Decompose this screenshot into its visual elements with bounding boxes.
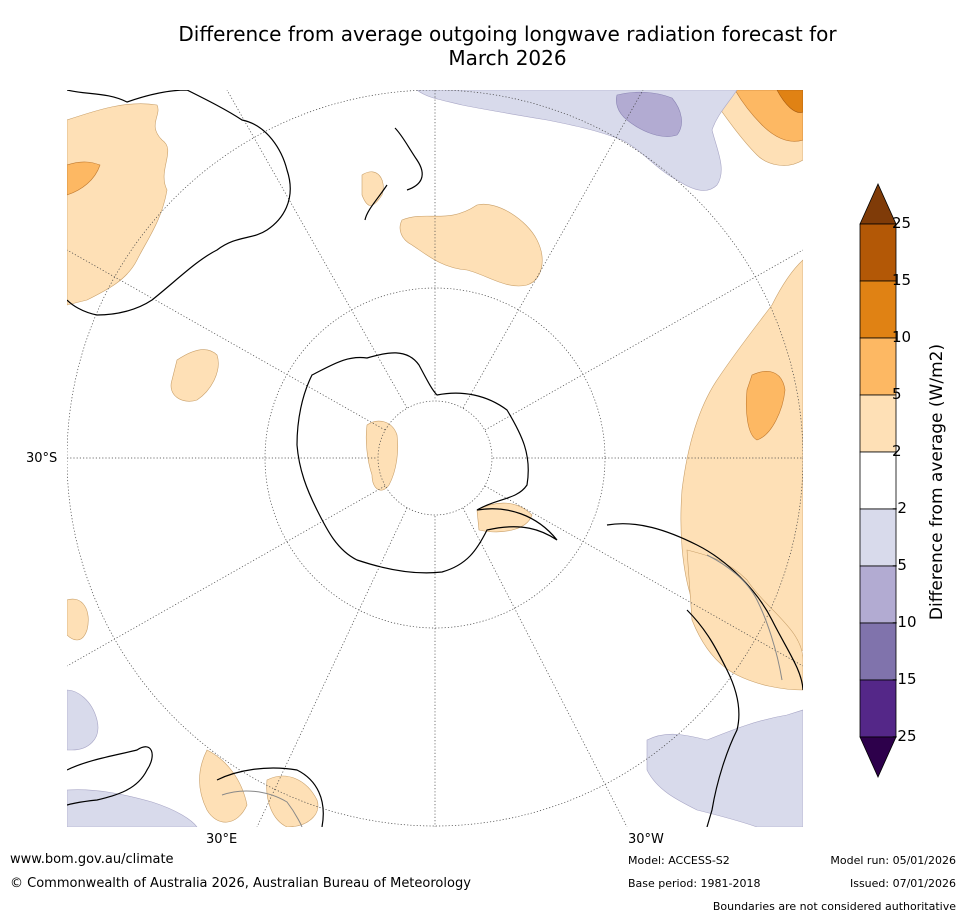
footer-issued: Issued: 07/01/2026 [849, 877, 956, 890]
meridian-30b [484, 249, 803, 431]
region-south-atlantic-neg [646, 709, 803, 827]
colorbar-block-b5_10 [859, 337, 897, 396]
meridian-30d [484, 485, 803, 667]
colorbar-tick-label: 25 [892, 214, 912, 232]
meridian-60a [226, 90, 408, 409]
region-australia-strong [67, 161, 101, 196]
colorbar-block-neutral [859, 451, 897, 510]
colorbar-over-triangle [859, 183, 897, 225]
polar-map[interactable] [67, 90, 803, 827]
colorbar-tick-label: -25 [892, 727, 917, 745]
coastlines [67, 90, 803, 827]
colorbar-block-m5_10 [859, 565, 897, 624]
colorbar-under-triangle [859, 736, 897, 778]
region-pacific-blob [399, 203, 543, 287]
title-line-1: Difference from average outgoing longwav… [178, 22, 837, 46]
coast-south-america [606, 523, 803, 827]
anomaly-mid-purple [616, 91, 682, 137]
region-antarctic-peninsula [365, 420, 399, 491]
title-line-2: March 2026 [448, 46, 567, 70]
coast-africa [67, 746, 324, 827]
region-nz-east [361, 171, 384, 206]
region-sw-neg [67, 689, 99, 751]
region-indian-blob [170, 349, 219, 402]
anomaly-dark-orange [776, 90, 803, 113]
colorbar-tick-label: 10 [892, 328, 912, 346]
boundary-africa [221, 790, 303, 827]
region-australia-ocean [67, 103, 169, 306]
colorbar-block-b2_5 [859, 394, 897, 453]
footer-model: Model: ACCESS-S2 [628, 854, 730, 867]
lat-circle-inner [377, 400, 493, 516]
region-weddell [476, 502, 533, 533]
colorbar-blocks [859, 183, 897, 778]
meridian-60b [462, 90, 644, 409]
coast-australia [67, 90, 291, 316]
region-africa-south [199, 749, 248, 823]
map-svg [67, 90, 803, 827]
colorbar-block-b15_25 [859, 223, 897, 282]
region-south-america-east [686, 549, 803, 691]
colorbar-tick-label: -2 [892, 499, 907, 517]
region-pacific-purple-core [616, 91, 682, 137]
meridian-60d [462, 507, 628, 827]
colorbar-block-b10_15 [859, 280, 897, 339]
meridian-30c [67, 485, 386, 667]
colorbar-title: Difference from average (W/m2) [927, 343, 947, 621]
region-pacific-ne-peak [776, 90, 803, 113]
region-west-ocean [67, 598, 89, 641]
lon-label-30w: 30°W [628, 832, 664, 847]
lat-label-30s: 30°S [26, 451, 58, 466]
meridian-30a [67, 249, 386, 431]
colorbar-block-m10_15 [859, 622, 897, 681]
coast-nz-south [364, 184, 388, 221]
region-pacific-north-neg [416, 90, 738, 191]
footer-copyright: © Commonwealth of Australia 2026, Austra… [10, 876, 471, 891]
meridian-60c [256, 507, 408, 827]
region-africa-bottom [266, 775, 319, 827]
footer-base-period: Base period: 1981-2018 [628, 877, 761, 890]
lon-label-30e: 30°E [206, 832, 238, 847]
colorbar-block-m2_5 [859, 508, 897, 567]
footer-website[interactable]: www.bom.gov.au/climate [10, 852, 174, 867]
colorbar-tick-label: -10 [892, 613, 917, 631]
colorbar-tick-label: -15 [892, 670, 917, 688]
colorbar-tick-label: 15 [892, 271, 912, 289]
colorbar-tick-label: -5 [892, 556, 907, 574]
colorbar-block-m15_25 [859, 679, 897, 738]
colorbar [850, 180, 965, 785]
colorbar-tick-label: 2 [892, 442, 902, 460]
region-atlantic-strong [746, 371, 786, 441]
footer-disclaimer: Boundaries are not considered authoritat… [712, 900, 956, 913]
chart-title: Difference from average outgoing longwav… [120, 22, 895, 70]
coast-nz-north [394, 127, 423, 191]
boundaries [221, 554, 783, 827]
anomaly-light-orange [67, 90, 803, 827]
colorbar-tick-label: 5 [892, 385, 902, 403]
footer-model-run: Model run: 05/01/2026 [830, 854, 956, 867]
boundary-sa [706, 554, 783, 681]
coast-antarctica [296, 352, 558, 574]
region-bottom-left-neg [67, 789, 198, 827]
colorbar-svg [859, 183, 897, 778]
